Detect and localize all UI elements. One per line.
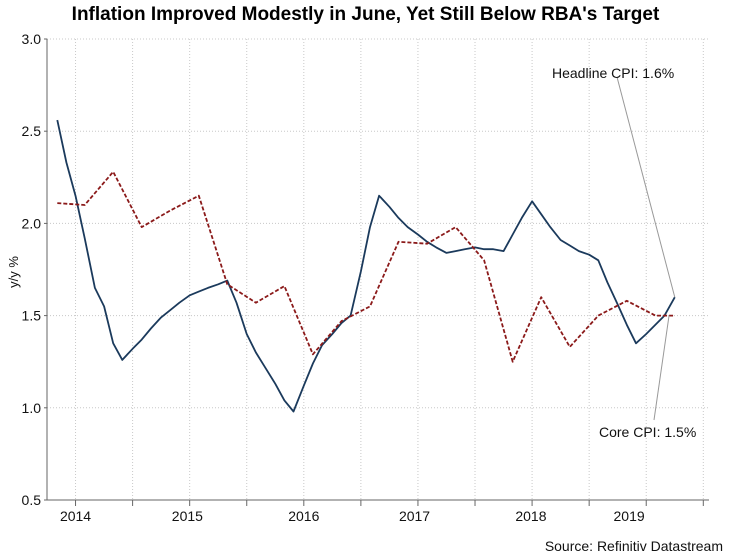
core-cpi-annotation: Core CPI: 1.5%: [599, 424, 696, 440]
annotation-layer: Headline CPI: 1.6% Core CPI: 1.5%: [552, 65, 696, 440]
chart-title: Inflation Improved Modestly in June, Yet…: [71, 4, 660, 25]
y-tick-label: 2.5: [22, 123, 42, 139]
y-tick-label: 1.5: [22, 308, 42, 324]
x-tick-label: 2014: [60, 508, 91, 524]
axes-layer: 0.5 1.0 1.5 2.0 2.5 3.0 2014 2015 2016 2017 2018 20…: [22, 31, 709, 524]
annotation-leader-line: [616, 76, 676, 298]
y-axis-label: y/y %: [6, 256, 21, 288]
core-cpi-line: [57, 170, 675, 363]
y-tick-label: 1.0: [22, 400, 42, 416]
annotation-leader-line: [653, 315, 670, 421]
headline-cpi-annotation: Headline CPI: 1.6%: [552, 65, 674, 81]
x-tick-label: 2016: [288, 508, 319, 524]
grid-layer: [47, 38, 709, 500]
x-tick-label: 2015: [172, 508, 203, 524]
headline-cpi-line: [56, 119, 676, 413]
series-layer: [56, 119, 676, 413]
y-tick-label: 2.0: [22, 215, 42, 231]
y-tick-label: 3.0: [22, 31, 42, 47]
x-tick-label: 2019: [614, 508, 645, 524]
x-tick-label: 2018: [515, 508, 546, 524]
y-tick-label: 0.5: [22, 492, 42, 508]
x-tick-label: 2017: [399, 508, 430, 524]
source-note: Source: Refinitiv Datastream: [544, 538, 723, 554]
